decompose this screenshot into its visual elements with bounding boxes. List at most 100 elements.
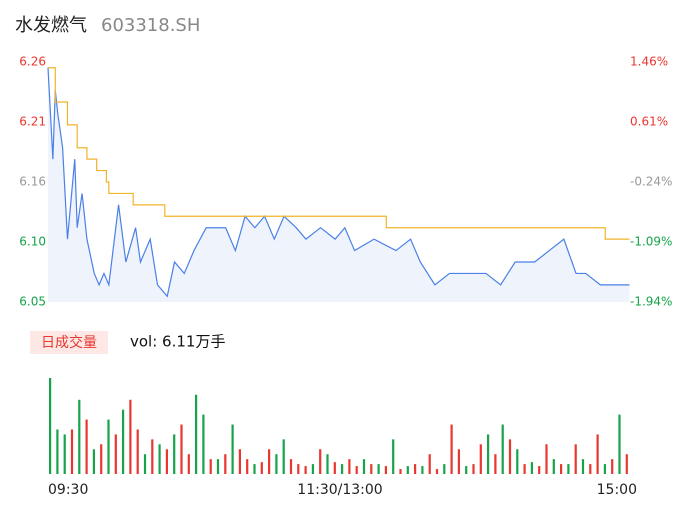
volume-bar <box>392 439 395 474</box>
volume-bar <box>100 444 103 474</box>
volume-bar <box>581 459 585 474</box>
volume-bar <box>435 469 439 474</box>
volume-bar <box>304 466 307 474</box>
stock-code: 603318.SH <box>101 15 200 36</box>
y2-tick-label: -0.24% <box>630 175 672 189</box>
volume-bar <box>129 399 132 474</box>
price-area <box>48 67 630 302</box>
volume-badge <box>30 331 108 354</box>
volume-bar <box>348 459 351 474</box>
volume-bar <box>107 419 110 474</box>
volume-bar <box>523 464 526 474</box>
volume-bar <box>333 462 336 474</box>
volume-bar <box>311 464 314 474</box>
volume-bar <box>246 459 249 474</box>
volume-bar <box>479 444 482 474</box>
volume-bar <box>268 449 271 474</box>
volume-bar <box>63 434 66 474</box>
x-tick-label: 11:30/13:00 <box>297 482 382 498</box>
volume-bar <box>151 439 154 474</box>
y-tick-label: 6.16 <box>19 175 46 189</box>
volume-bar <box>370 464 373 474</box>
volume-bar <box>501 424 504 474</box>
volume-bar <box>231 424 234 474</box>
volume-bar <box>618 414 621 474</box>
volume-bar <box>49 378 52 474</box>
volume-bar <box>224 454 227 474</box>
x-tick-label: 09:30 <box>48 482 88 498</box>
volume-bar <box>560 464 563 474</box>
volume-bar <box>114 434 117 474</box>
volume-bar <box>603 464 606 474</box>
volume-bar <box>494 454 497 474</box>
y-tick-label: 6.21 <box>19 115 46 129</box>
volume-bar <box>399 469 402 474</box>
volume-bar <box>377 464 380 474</box>
volume-bar <box>530 462 533 474</box>
y2-tick-label: -1.94% <box>630 295 672 309</box>
volume-bar <box>341 464 344 474</box>
volume-bar <box>472 464 475 474</box>
volume-bar <box>143 454 147 474</box>
y2-tick-label: -1.09% <box>630 235 672 249</box>
volume-bar <box>289 459 293 474</box>
volume-bar <box>253 464 256 474</box>
stock-name: 水发燃气 <box>15 15 87 36</box>
y2-tick-label: 1.46% <box>630 55 668 69</box>
volume-bar <box>165 449 168 474</box>
volume-bar <box>92 449 95 474</box>
volume-bar <box>85 419 88 474</box>
volume-bar <box>362 459 366 474</box>
volume-label: 日成交量 <box>41 334 97 351</box>
volume-bar <box>282 439 285 474</box>
volume-bar <box>611 459 614 474</box>
volume-bar <box>275 454 278 474</box>
volume-bar <box>319 449 322 474</box>
y-tick-label: 6.05 <box>19 295 46 309</box>
volume-bar <box>487 434 490 474</box>
volume-bar <box>538 466 541 474</box>
volume-bar <box>589 464 592 474</box>
y2-tick-label: 0.61% <box>630 115 668 129</box>
average-line <box>48 67 630 240</box>
volume-bar <box>428 454 431 474</box>
volume-bar <box>443 464 446 474</box>
volume-bar <box>216 459 220 474</box>
volume-bar <box>355 466 358 474</box>
volume-bar <box>297 464 300 474</box>
volume-bar <box>122 409 125 474</box>
volume-bar <box>180 424 183 474</box>
volume-bar <box>326 454 329 474</box>
volume-bar <box>158 444 161 474</box>
volume-bar <box>78 399 81 474</box>
volume-bar <box>209 459 212 474</box>
volume-bar <box>567 464 570 474</box>
volume-bar <box>384 466 387 474</box>
volume-bar <box>465 466 468 474</box>
volume-bar <box>187 454 190 474</box>
y-tick-label: 6.10 <box>19 235 46 249</box>
volume-bar <box>457 449 460 474</box>
volume-bar <box>260 462 263 474</box>
volume-bar <box>508 439 512 474</box>
volume-bar <box>552 459 555 474</box>
volume-bar <box>70 429 74 474</box>
volume-bar <box>574 444 577 474</box>
price-line <box>47 67 630 298</box>
volume-summary: vol: 6.11万手 <box>130 333 225 351</box>
volume-bar <box>173 434 176 474</box>
volume-bar <box>545 444 548 474</box>
volume-bar <box>414 464 417 474</box>
y-tick-label: 6.26 <box>19 55 46 69</box>
volume-bar <box>238 449 241 474</box>
volume-bar <box>195 394 198 474</box>
volume-bar <box>625 454 628 474</box>
volume-bar <box>56 429 59 474</box>
volume-bar <box>421 466 424 474</box>
volume-bar <box>136 429 139 474</box>
volume-bar <box>450 424 453 474</box>
volume-bar <box>596 434 599 474</box>
volume-bar <box>516 449 519 474</box>
